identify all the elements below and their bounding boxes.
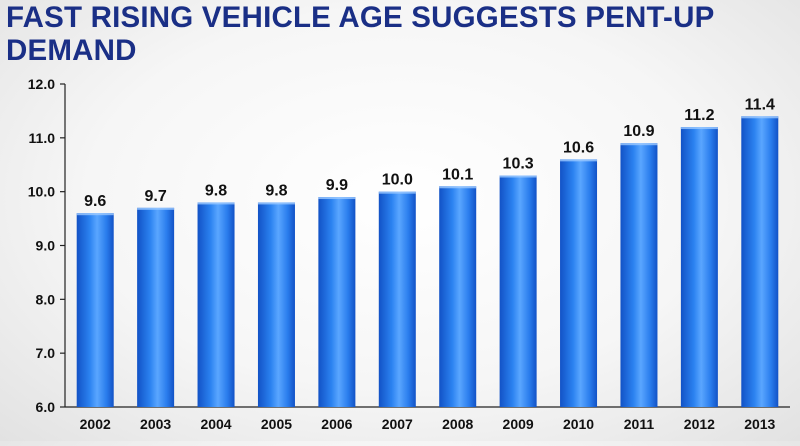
bar-2006	[318, 197, 356, 407]
data-label-2002: 9.6	[84, 193, 106, 210]
bar-top-highlight	[560, 159, 598, 162]
data-label-2008: 10.1	[442, 166, 473, 183]
data-label-2004: 9.8	[205, 182, 227, 199]
y-tick-label: 8.0	[36, 291, 56, 307]
bar-2011	[620, 143, 658, 407]
y-tick-label: 11.0	[29, 130, 56, 146]
y-tick-label: 10.0	[28, 184, 55, 200]
data-label-2013: 11.4	[745, 96, 775, 113]
bar-top-highlight	[680, 127, 718, 130]
bar-2004	[197, 202, 235, 407]
bar-top-highlight	[378, 191, 416, 194]
x-tick-label-2009: 2009	[503, 416, 534, 432]
data-label-2003: 9.7	[145, 188, 167, 205]
bar-top-highlight	[318, 197, 356, 200]
x-axis: 2002 2003 2004 2005 2006 2007 2008 2009 2010 2011…	[65, 406, 790, 432]
x-tick-label-2002: 2002	[80, 416, 111, 432]
bar-top-highlight	[741, 116, 779, 119]
x-tick-label-2008: 2008	[442, 416, 473, 432]
y-tick-label: 9.0	[36, 238, 56, 254]
x-tick-label-2005: 2005	[261, 416, 292, 432]
data-label-2009: 10.3	[503, 156, 534, 173]
x-tick-label-2004: 2004	[200, 416, 231, 432]
x-tick-label-2012: 2012	[684, 416, 715, 432]
data-label-2007: 10.0	[382, 172, 413, 189]
bar-2008	[439, 186, 477, 407]
bar-top-highlight	[137, 207, 175, 210]
bar-2012	[680, 127, 718, 408]
bar-top-highlight	[257, 202, 295, 205]
y-tick-label: 6.0	[36, 399, 56, 415]
bar-2013	[741, 116, 779, 408]
bar-2005	[257, 202, 295, 407]
slide-title: FAST RISING VEHICLE AGE SUGGESTS PENT-UP…	[6, 1, 714, 67]
data-label-2005: 9.8	[265, 182, 287, 199]
bar-top-highlight	[620, 143, 658, 146]
value-labels: 9.6 9.7 9.8 9.8 9.9 10.0 10.1 10.3 10.6 10.9 11.2 1…	[84, 96, 775, 210]
data-label-2010: 10.6	[563, 139, 594, 156]
bar-2010	[560, 159, 598, 407]
data-label-2011: 10.9	[623, 123, 654, 140]
data-label-2012: 11.2	[684, 107, 714, 124]
y-tick-label: 12.0	[28, 76, 55, 92]
bar-2003	[137, 207, 175, 407]
bar-2009	[499, 175, 537, 407]
x-tick-label-2011: 2011	[624, 416, 655, 432]
x-tick-label-2010: 2010	[563, 416, 594, 432]
bars	[76, 116, 779, 408]
x-tick-label-2007: 2007	[382, 416, 413, 432]
data-label-2006: 9.9	[326, 177, 348, 194]
bar-top-highlight	[499, 175, 537, 178]
bar-top-highlight	[76, 213, 114, 216]
bar-top-highlight	[439, 186, 477, 189]
bar-2007	[378, 191, 416, 407]
bar-2002	[76, 213, 114, 407]
y-axis: 6.0 7.0 8.0 9.0 10.0 11.0 12.0	[28, 76, 66, 415]
x-tick-label-2013: 2013	[744, 416, 775, 432]
y-tick-label: 7.0	[36, 345, 56, 361]
x-tick-label-2006: 2006	[321, 416, 352, 432]
x-tick-label-2003: 2003	[140, 416, 171, 432]
bar-top-highlight	[197, 202, 235, 205]
